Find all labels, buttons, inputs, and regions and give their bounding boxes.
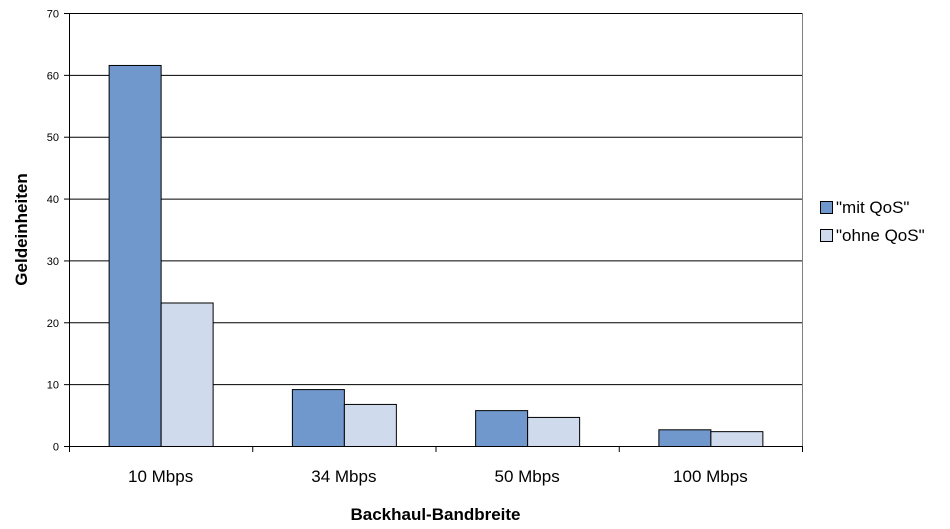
bars [108,64,764,448]
legend-swatch [820,201,833,214]
legend-label: "mit QoS" [836,198,909,217]
y-tick-label: 60 [47,70,59,82]
y-tick-label: 50 [47,132,59,144]
bar [343,403,397,447]
bar [710,431,764,448]
x-tick-label: 50 Mbps [495,467,560,486]
bar [160,302,214,447]
bar [527,416,581,448]
x-tick-label: 100 Mbps [673,467,748,486]
y-tick-label: 30 [47,256,59,268]
y-tick-label: 20 [47,318,59,330]
bar [291,389,345,448]
x-tick-label: 10 Mbps [128,467,193,486]
axes [64,13,803,452]
y-tick-label: 40 [47,194,59,206]
y-tick-label: 0 [53,442,59,454]
legend: "mit QoS" "ohne QoS" [820,198,925,245]
y-tick-label: 10 [47,380,59,392]
x-tick-label: 34 Mbps [311,467,376,486]
x-axis-title: Backhaul-Bandbreite [350,505,520,524]
y-tick-label: 70 [47,9,59,21]
y-axis-title: Geldeinheiten [12,173,31,285]
bar [475,410,529,448]
tick-labels: 0 10 20 30 40 50 60 70 10 Mbps 34 Mbps 50 Mbps 100 … [47,9,748,487]
legend-label: "ohne QoS" [836,226,925,245]
bar [108,64,162,448]
legend-swatch [820,229,833,242]
bar [658,429,712,448]
